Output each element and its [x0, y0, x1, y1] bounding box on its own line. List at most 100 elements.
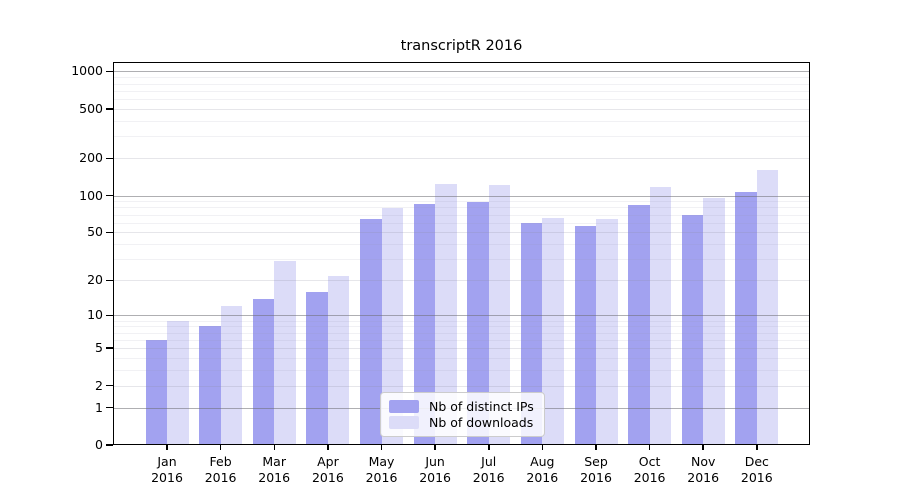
x-tick-label: Feb 2016: [189, 454, 253, 487]
year-label: 2016: [633, 470, 666, 486]
minor-gridline: [113, 83, 810, 85]
year-label: 2016: [151, 470, 183, 486]
year-label: 2016: [258, 470, 291, 486]
legend-label-distinct-ips: Nb of distinct IPs: [429, 398, 534, 414]
bar-distinct-ips: [199, 326, 221, 445]
gridline: [113, 315, 810, 317]
bar-downloads: [756, 170, 779, 445]
bar-downloads: [703, 198, 725, 445]
year-label: 2016: [580, 470, 612, 486]
bar-distinct-ips: [735, 192, 757, 445]
month-label: May: [368, 454, 395, 469]
y-tick-label: 1: [95, 399, 103, 415]
month-label: Feb: [209, 454, 232, 469]
month-label: Apr: [317, 454, 339, 469]
bar-distinct-ips: [574, 225, 596, 445]
x-axis-tick: [702, 445, 704, 450]
legend-swatch-downloads: [389, 416, 419, 430]
year-label: 2016: [204, 470, 237, 486]
y-axis-tick: [106, 314, 113, 317]
x-axis-tick: [756, 445, 758, 450]
y-tick-label: 500: [79, 100, 103, 116]
gridline: [113, 348, 810, 350]
x-axis-tick: [434, 445, 436, 450]
gridline: [113, 108, 810, 110]
y-axis-tick: [106, 194, 113, 197]
y-axis-tick: [106, 157, 113, 159]
bar-downloads: [488, 185, 511, 445]
legend-entry-distinct-ips: Nb of distinct IPs: [389, 398, 536, 415]
month-label: Sep: [584, 454, 608, 469]
bar-distinct-ips: [681, 214, 704, 445]
minor-gridline: [113, 332, 810, 334]
y-tick-label: 100: [79, 187, 103, 203]
x-tick-label: May 2016: [350, 454, 414, 487]
year-label: 2016: [419, 470, 451, 486]
chart-legend: Nb of distinct IPs Nb of downloads: [380, 392, 545, 437]
bar-downloads: [327, 275, 350, 445]
minor-gridline: [113, 244, 810, 246]
x-tick-label: Oct 2016: [618, 454, 682, 487]
minor-gridline: [113, 201, 810, 203]
bar-downloads: [381, 208, 403, 445]
gridline: [113, 385, 810, 387]
bar-downloads: [220, 306, 243, 445]
minor-gridline: [113, 214, 810, 216]
legend-swatch-distinct-ips: [389, 399, 419, 413]
minor-gridline: [113, 326, 810, 328]
x-tick-label: Dec 2016: [725, 454, 789, 487]
bar-downloads: [435, 183, 457, 445]
x-axis-tick: [488, 445, 490, 450]
year-label: 2016: [687, 470, 720, 486]
month-label: Jul: [481, 454, 497, 469]
month-label: Mar: [262, 454, 286, 469]
month-label: Aug: [530, 454, 555, 469]
x-axis-tick: [648, 445, 651, 450]
month-label: Dec: [744, 454, 769, 469]
minor-gridline: [113, 77, 810, 79]
y-axis-tick: [106, 279, 113, 282]
y-axis-tick: [106, 231, 113, 234]
legend-entry-downloads: Nb of downloads: [389, 415, 536, 432]
bar-distinct-ips: [520, 222, 543, 445]
month-label: Jun: [425, 454, 445, 469]
bar-downloads: [167, 320, 189, 445]
bar-distinct-ips: [360, 219, 382, 445]
x-tick-label: Sep 2016: [564, 454, 628, 487]
year-label: 2016: [365, 470, 398, 486]
x-tick-label: Aug 2016: [510, 454, 574, 487]
y-tick-label: 20: [87, 272, 103, 288]
gridline: [113, 158, 810, 160]
minor-gridline: [113, 222, 810, 224]
minor-gridline: [113, 90, 810, 92]
y-axis-tick: [106, 444, 113, 446]
x-axis-tick: [595, 445, 597, 450]
gridline: [113, 280, 810, 282]
y-tick-label: 10: [87, 307, 103, 323]
x-axis-tick: [380, 445, 383, 450]
y-tick-label: 5: [95, 340, 103, 356]
gridline: [113, 232, 810, 234]
legend-label-downloads: Nb of downloads: [429, 415, 534, 431]
minor-gridline: [113, 358, 810, 359]
y-tick-label: 2: [95, 377, 103, 393]
minor-gridline: [113, 136, 810, 138]
year-label: 2016: [526, 470, 559, 486]
y-tick-label: 0: [95, 437, 103, 452]
y-axis-tick: [106, 406, 113, 409]
bar-distinct-ips: [467, 201, 489, 445]
plot-area: Nb of distinct IPs Nb of downloads 0 1 2 5 1…: [71, 62, 810, 485]
bar-downloads: [542, 217, 564, 445]
year-label: 2016: [472, 470, 505, 486]
bar-distinct-ips: [145, 339, 167, 445]
x-axis-tick: [273, 445, 275, 450]
y-tick-label: 200: [79, 150, 103, 166]
x-tick-label: Jan 2016: [135, 454, 199, 487]
bar-downloads: [274, 261, 296, 445]
month-label: Jan: [157, 454, 177, 469]
bar-distinct-ips: [306, 291, 328, 445]
minor-gridline: [113, 120, 810, 122]
gridline: [113, 71, 810, 73]
x-tick-label: Jul 2016: [457, 454, 521, 487]
y-tick-label: 50: [87, 224, 103, 240]
